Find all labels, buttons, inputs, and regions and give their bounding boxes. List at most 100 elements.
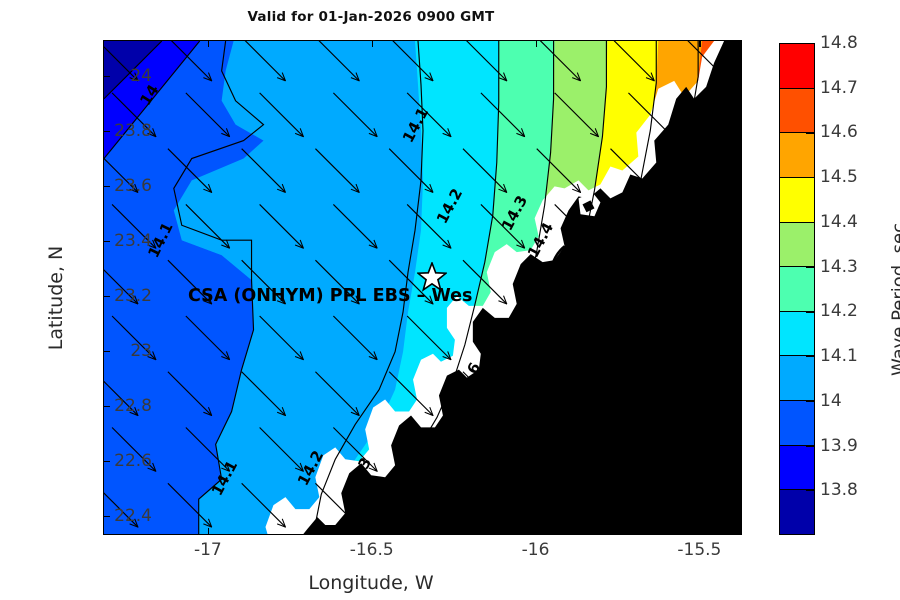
direction-arrow xyxy=(392,41,433,81)
direction-arrow xyxy=(241,482,286,527)
direction-arrow xyxy=(104,46,138,81)
colorbar-label: Wave Period, sec xyxy=(888,222,900,377)
direction-arrow xyxy=(613,41,655,81)
map-canvas xyxy=(104,41,741,534)
direction-arrow xyxy=(332,315,377,360)
direction-arrow xyxy=(167,371,212,416)
direction-arrow xyxy=(701,92,741,137)
colorbar-tick-mark xyxy=(806,43,815,45)
direction-arrow xyxy=(315,259,359,304)
direction-arrow xyxy=(628,427,672,472)
x-tick-mark xyxy=(535,528,537,535)
direction-arrow xyxy=(610,148,655,193)
x-axis-label: Longitude, W xyxy=(308,572,434,594)
map-plot-area[interactable]: 14 14.1 14.1 14.2 14.3 14.4 14.6 14.2 14.3 14.4 14… xyxy=(103,40,742,535)
colorbar-tick-label: 14.2 xyxy=(820,301,858,322)
direction-arrow xyxy=(462,259,507,304)
colorbar-band xyxy=(780,87,814,133)
direction-arrow xyxy=(104,492,138,527)
colorbar-tick-label: 13.9 xyxy=(820,435,858,456)
y-tick-label: 22.8 xyxy=(114,395,152,416)
direction-arrow xyxy=(536,148,581,193)
colorbar-tick-mark xyxy=(806,445,815,447)
direction-arrow xyxy=(466,41,507,81)
direction-arrow xyxy=(554,427,599,472)
direction-arrow xyxy=(332,204,377,248)
colorbar-tick-label: 14.4 xyxy=(820,211,858,232)
colorbar-tick-label: 13.8 xyxy=(820,480,858,501)
direction-arrow xyxy=(104,157,138,193)
direction-arrow xyxy=(167,482,212,527)
colorbar-band xyxy=(780,489,814,535)
direction-arrow xyxy=(536,259,581,304)
y-tick-label: 23.4 xyxy=(114,230,152,251)
colorbar-band xyxy=(780,355,814,401)
direction-arrow xyxy=(185,315,230,360)
direction-arrow xyxy=(536,482,581,527)
direction-arrow xyxy=(388,148,433,193)
direction-arrow xyxy=(111,92,156,137)
direction-arrow xyxy=(554,92,599,137)
y-tick-mark xyxy=(103,405,110,407)
colorbar-tick-mark xyxy=(806,266,815,268)
direction-arrow xyxy=(683,259,728,304)
direction-arrow xyxy=(610,371,655,416)
wave-direction-vectors xyxy=(104,41,741,527)
x-tick-mark xyxy=(207,528,210,535)
direction-arrow xyxy=(315,371,359,416)
colorbar-band xyxy=(780,310,814,356)
colorbar-band xyxy=(780,266,814,311)
y-axis-label: Latitude, N xyxy=(45,245,67,351)
direction-arrow xyxy=(406,204,451,248)
colorbar-band xyxy=(780,44,814,88)
direction-arrow xyxy=(683,371,728,416)
contour-line-layer xyxy=(104,41,699,534)
y-tick-label: 23.8 xyxy=(114,120,152,141)
direction-arrow xyxy=(683,482,728,527)
colorbar-tick-label: 14.3 xyxy=(820,256,858,277)
direction-arrow xyxy=(259,204,304,248)
direction-arrow xyxy=(259,427,304,472)
direction-arrow xyxy=(554,315,599,360)
colorbar-band xyxy=(780,400,814,445)
y-tick-mark xyxy=(103,515,110,517)
y-tick-mark xyxy=(103,240,110,242)
direction-arrow xyxy=(241,148,286,193)
y-tick-mark xyxy=(735,460,742,462)
direction-arrow xyxy=(480,427,525,472)
y-tick-mark xyxy=(735,295,742,297)
colorbar-tick-mark xyxy=(806,490,815,492)
direction-arrow xyxy=(628,92,672,137)
x-tick-label: -16 xyxy=(521,540,550,560)
colorbar-band xyxy=(780,132,814,177)
direction-arrow xyxy=(241,371,286,416)
colorbar-tick-label: 14.1 xyxy=(820,346,858,367)
x-tick-mark xyxy=(371,528,373,535)
figure-title: Valid for 01-Jan-2026 0900 GMT xyxy=(247,9,495,25)
x-tick-label: -17 xyxy=(193,540,222,560)
direction-arrow xyxy=(406,427,451,472)
direction-arrow xyxy=(406,92,451,137)
direction-arrow xyxy=(167,148,212,193)
direction-arrow xyxy=(628,204,672,248)
y-tick-mark xyxy=(735,75,742,77)
colorbar-band xyxy=(780,221,814,267)
y-tick-mark xyxy=(735,405,742,407)
direction-arrow xyxy=(462,371,507,416)
direction-arrow xyxy=(332,92,377,137)
colorbar-tick-mark xyxy=(806,177,815,179)
direction-arrow xyxy=(318,41,359,81)
x-tick-mark xyxy=(371,40,373,47)
y-tick-mark xyxy=(103,75,110,77)
direction-arrow xyxy=(480,204,525,248)
x-tick-mark xyxy=(699,528,701,535)
x-tick-label: -15.5 xyxy=(677,540,722,560)
x-tick-mark xyxy=(535,40,537,47)
star-marker[interactable] xyxy=(417,262,447,292)
x-tick-mark xyxy=(207,40,210,47)
direction-arrow xyxy=(388,482,433,527)
direction-arrow xyxy=(170,41,212,81)
colorbar[interactable] xyxy=(779,43,815,535)
colorbar-tick-mark xyxy=(806,400,815,402)
direction-arrow xyxy=(315,148,359,193)
